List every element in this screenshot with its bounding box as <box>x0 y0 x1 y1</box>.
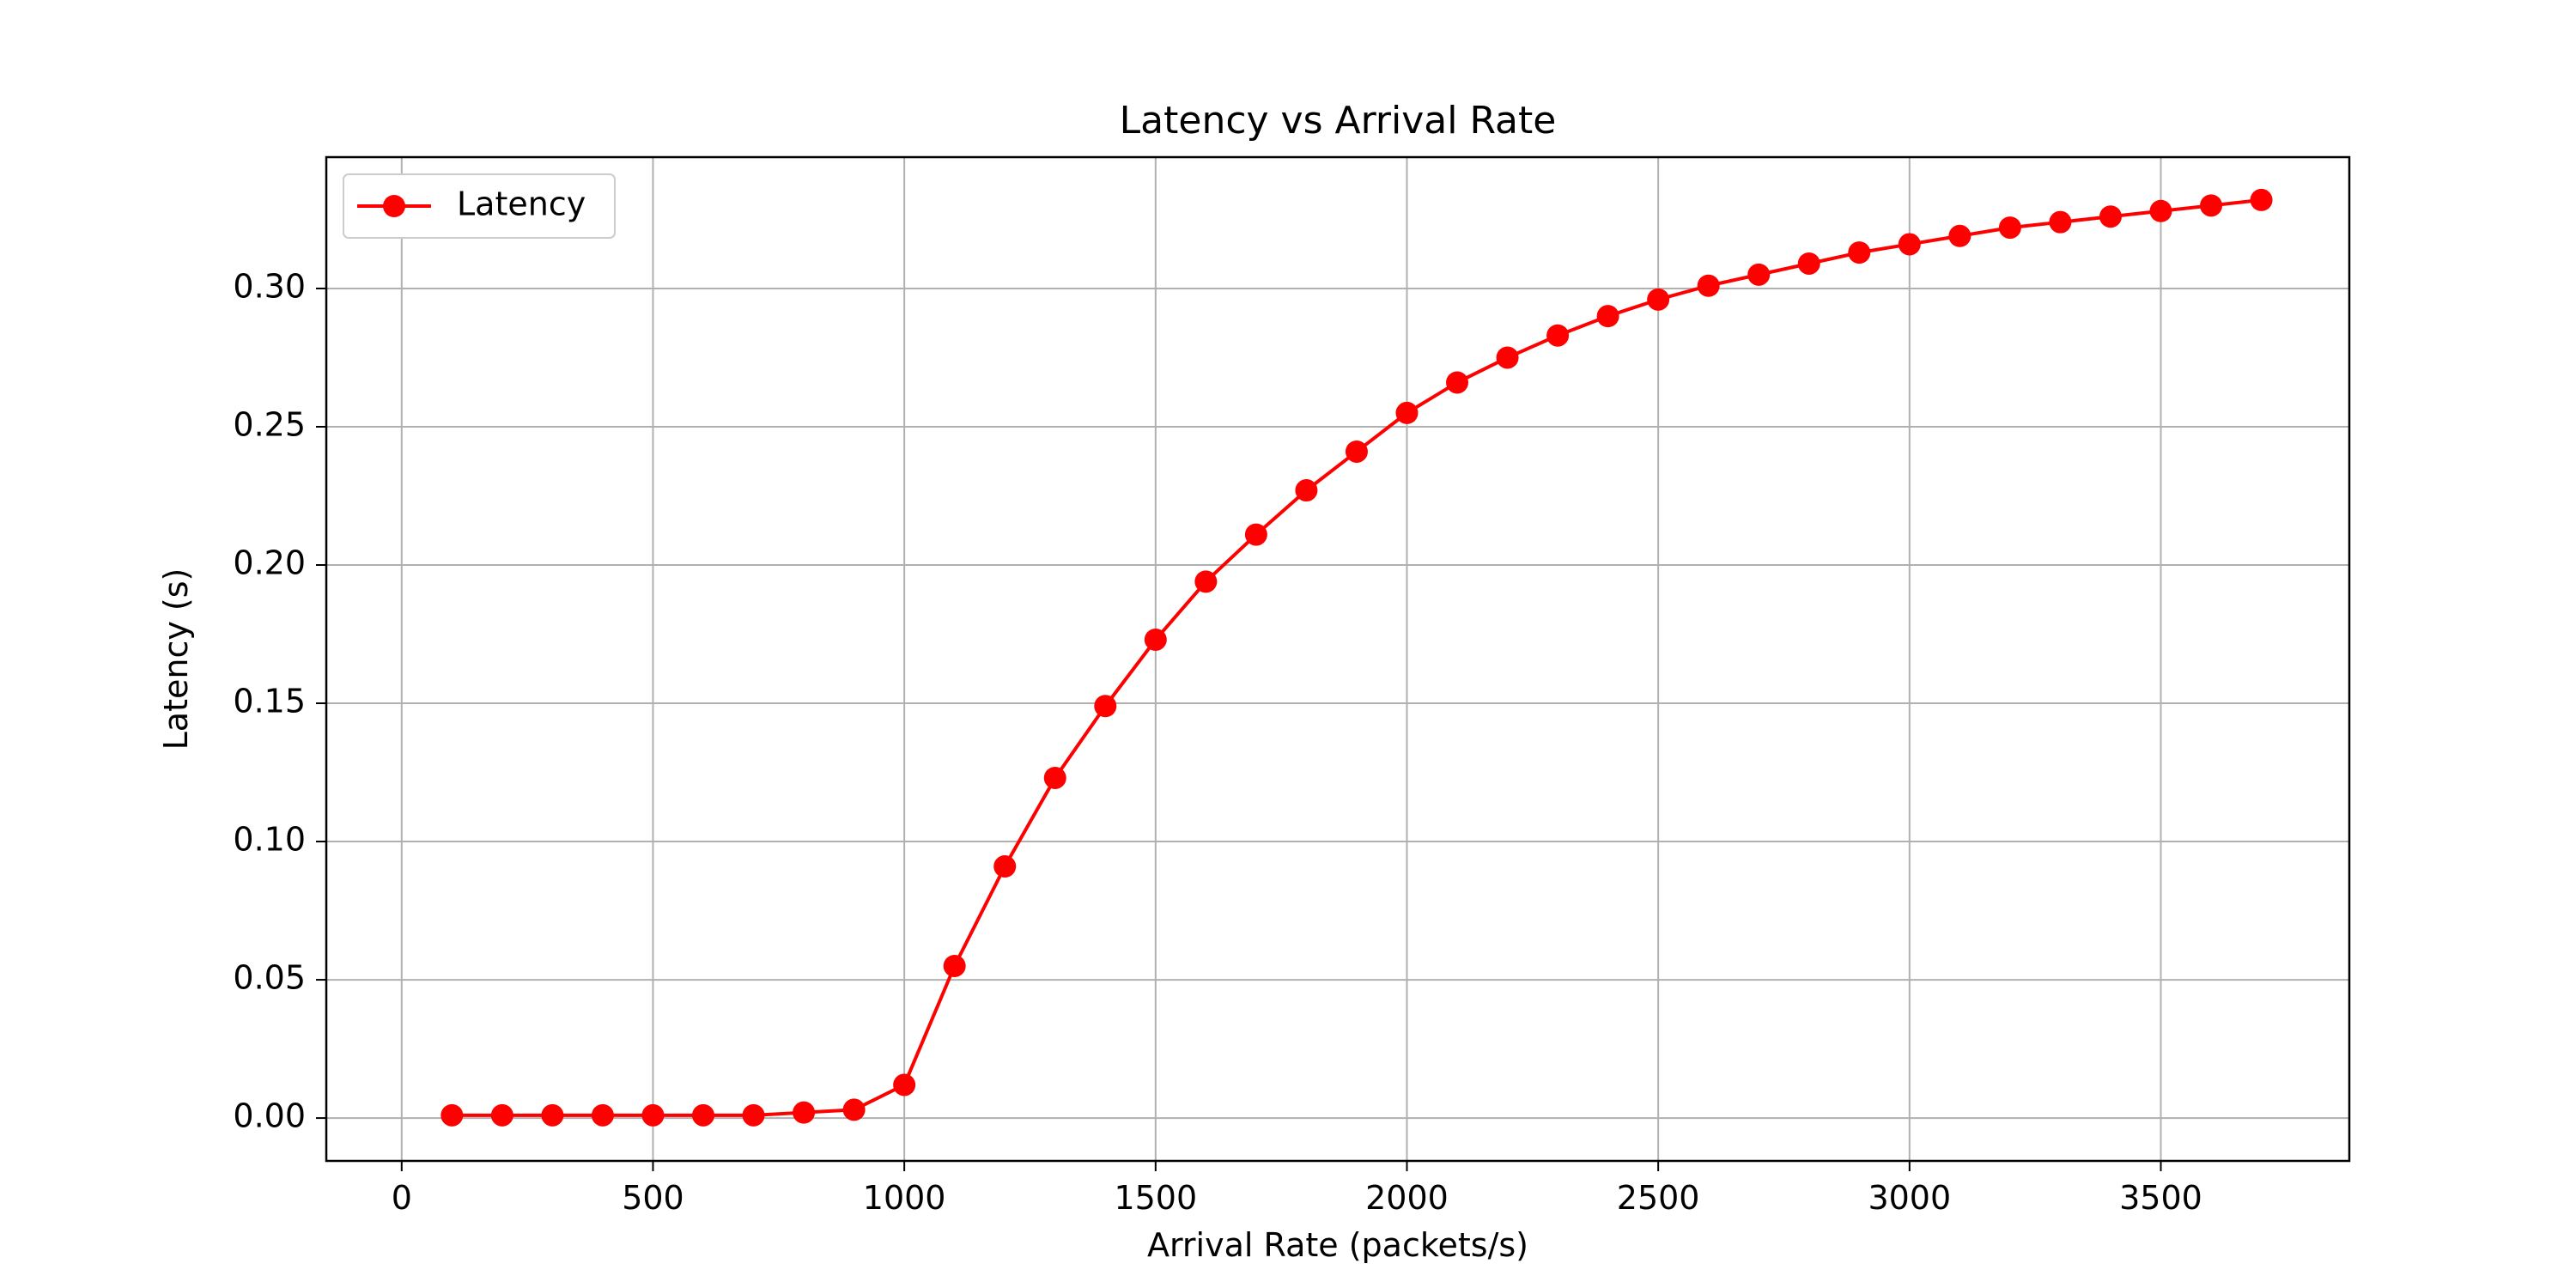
data-point <box>1497 346 1519 368</box>
data-point <box>743 1104 765 1127</box>
data-point <box>1647 289 1669 311</box>
y-axis-label: Latency (s) <box>157 568 195 750</box>
data-point <box>1948 225 1971 247</box>
y-tick-label: 0.25 <box>233 405 306 443</box>
data-point <box>541 1104 563 1127</box>
data-point <box>2200 194 2222 216</box>
data-point <box>1145 629 1167 651</box>
data-point <box>1295 479 1317 501</box>
data-point <box>1747 264 1770 286</box>
data-point <box>1999 216 2021 239</box>
x-tick-label: 2000 <box>1365 1179 1449 1217</box>
data-point <box>641 1104 664 1127</box>
x-tick-label: 0 <box>392 1179 412 1217</box>
data-point <box>440 1104 463 1127</box>
chart-title: Latency vs Arrival Rate <box>1120 99 1557 143</box>
y-tick-label: 0.20 <box>233 544 306 582</box>
data-point <box>1597 305 1619 327</box>
data-point <box>1245 524 1267 546</box>
x-axis-label: Arrival Rate (packets/s) <box>1147 1226 1528 1264</box>
data-point <box>1194 570 1217 592</box>
data-point <box>1848 241 1870 264</box>
data-point <box>1899 233 1921 255</box>
y-tick-label: 0.05 <box>233 959 306 997</box>
x-tick-label: 1500 <box>1114 1179 1197 1217</box>
data-point <box>1346 440 1368 463</box>
data-point <box>1698 275 1720 297</box>
data-point <box>2251 189 2273 211</box>
legend-marker <box>383 195 405 217</box>
data-point <box>1395 402 1418 424</box>
data-point <box>692 1104 714 1127</box>
data-point <box>793 1102 815 1124</box>
data-point <box>893 1073 915 1096</box>
y-tick-label: 0.00 <box>233 1097 306 1135</box>
data-point <box>1798 252 1820 275</box>
data-point <box>1044 767 1066 789</box>
data-point <box>1546 325 1569 347</box>
x-tick-label: 500 <box>622 1179 684 1217</box>
data-point <box>944 955 966 977</box>
data-point <box>843 1098 866 1121</box>
x-tick-label: 3000 <box>1868 1179 1951 1217</box>
legend-label-latency: Latency <box>457 185 586 223</box>
x-tick-label: 3500 <box>2119 1179 2202 1217</box>
data-point <box>2149 200 2172 222</box>
data-point <box>2049 211 2071 234</box>
data-point <box>993 855 1016 878</box>
data-point <box>2099 205 2122 228</box>
x-tick-label: 2500 <box>1617 1179 1700 1217</box>
y-tick-label: 0.15 <box>233 683 306 720</box>
data-point <box>491 1104 513 1127</box>
data-point <box>1094 695 1116 717</box>
y-tick-label: 0.10 <box>233 821 306 859</box>
data-point <box>1446 371 1468 393</box>
y-tick-label: 0.30 <box>233 267 306 305</box>
x-tick-label: 1000 <box>863 1179 946 1217</box>
legend: Latency <box>343 174 615 238</box>
data-point <box>592 1104 614 1127</box>
